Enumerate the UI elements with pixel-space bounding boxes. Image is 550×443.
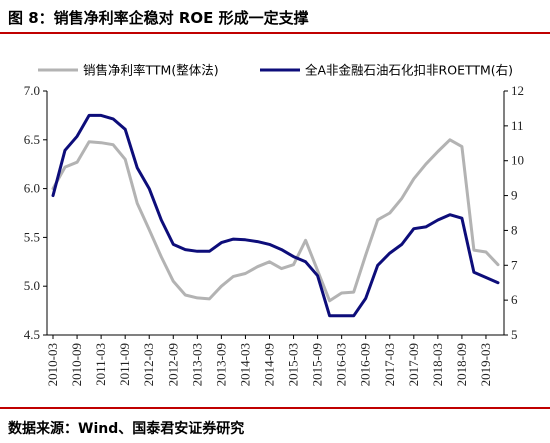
right-tick-label: 7	[511, 257, 518, 272]
x-tick-label: 2011-03	[93, 343, 108, 386]
x-tick-label: 2012-09	[165, 343, 180, 386]
right-tick-label: 11	[511, 118, 524, 133]
right-tick-label: 10	[511, 153, 524, 168]
legend-item-roe-label: 全A非金融石油石化扣非ROETTM(右)	[305, 63, 513, 78]
right-tick-label: 6	[511, 292, 518, 307]
left-tick-label: 5.5	[24, 229, 40, 244]
x-tick-label: 2016-09	[358, 343, 373, 386]
left-tick-label: 6.0	[24, 181, 40, 196]
x-tick-label: 2018-09	[454, 343, 469, 386]
x-tick-label: 2015-09	[310, 343, 325, 386]
x-tick-label: 2010-03	[45, 343, 60, 386]
x-tick-label: 2019-03	[478, 343, 493, 386]
left-tick-label: 7.0	[24, 83, 40, 98]
legend-item-net-margin-label: 销售净利率TTM(整体法)	[83, 63, 219, 78]
title-bar: 图 8：销售净利率企稳对 ROE 形成一定支撑	[0, 0, 550, 34]
page-title: 图 8：销售净利率企稳对 ROE 形成一定支撑	[8, 9, 309, 27]
right-tick-label: 12	[511, 83, 524, 98]
source-note: 数据来源：Wind、国泰君安证券研究	[8, 421, 245, 437]
x-tick-label: 2011-09	[117, 343, 132, 386]
source-bar: 数据来源：Wind、国泰君安证券研究	[0, 407, 550, 443]
x-tick-label: 2016-03	[334, 343, 349, 386]
legend: 销售净利率TTM(整体法) 全A非金融石油石化扣非ROETTM(右)	[38, 63, 513, 78]
x-tick-label: 2014-09	[261, 343, 276, 386]
x-tick-label: 2017-03	[382, 343, 397, 386]
x-tick-label: 2012-03	[141, 343, 156, 386]
x-tick-label: 2015-03	[286, 343, 301, 386]
left-tick-label: 5.0	[24, 278, 40, 293]
left-tick-label: 6.5	[24, 132, 40, 147]
left-tick-label: 4.5	[24, 327, 40, 342]
line-chart: 销售净利率TTM(整体法) 全A非金融石油石化扣非ROETTM(右) 4.5 5.0…	[24, 63, 524, 387]
x-tick-label: 2017-09	[406, 343, 421, 386]
x-tick-label: 2010-09	[69, 343, 84, 386]
series-line-roe	[51, 113, 500, 318]
x-tick-label: 2013-09	[213, 343, 228, 386]
x-tick-label: 2013-03	[189, 343, 204, 386]
x-tick-label: 2014-03	[237, 343, 252, 386]
series-line-net-margin	[51, 138, 500, 303]
plot-area: 4.5 5.0 5.5 6.0 6.5 7.0 5 6 7 8 9 10 11 12 2010-03 2010…	[24, 83, 524, 386]
right-tick-label: 9	[511, 188, 518, 203]
right-tick-label: 5	[511, 327, 518, 342]
right-tick-label: 8	[511, 222, 518, 237]
x-tick-label: 2018-03	[430, 343, 445, 386]
